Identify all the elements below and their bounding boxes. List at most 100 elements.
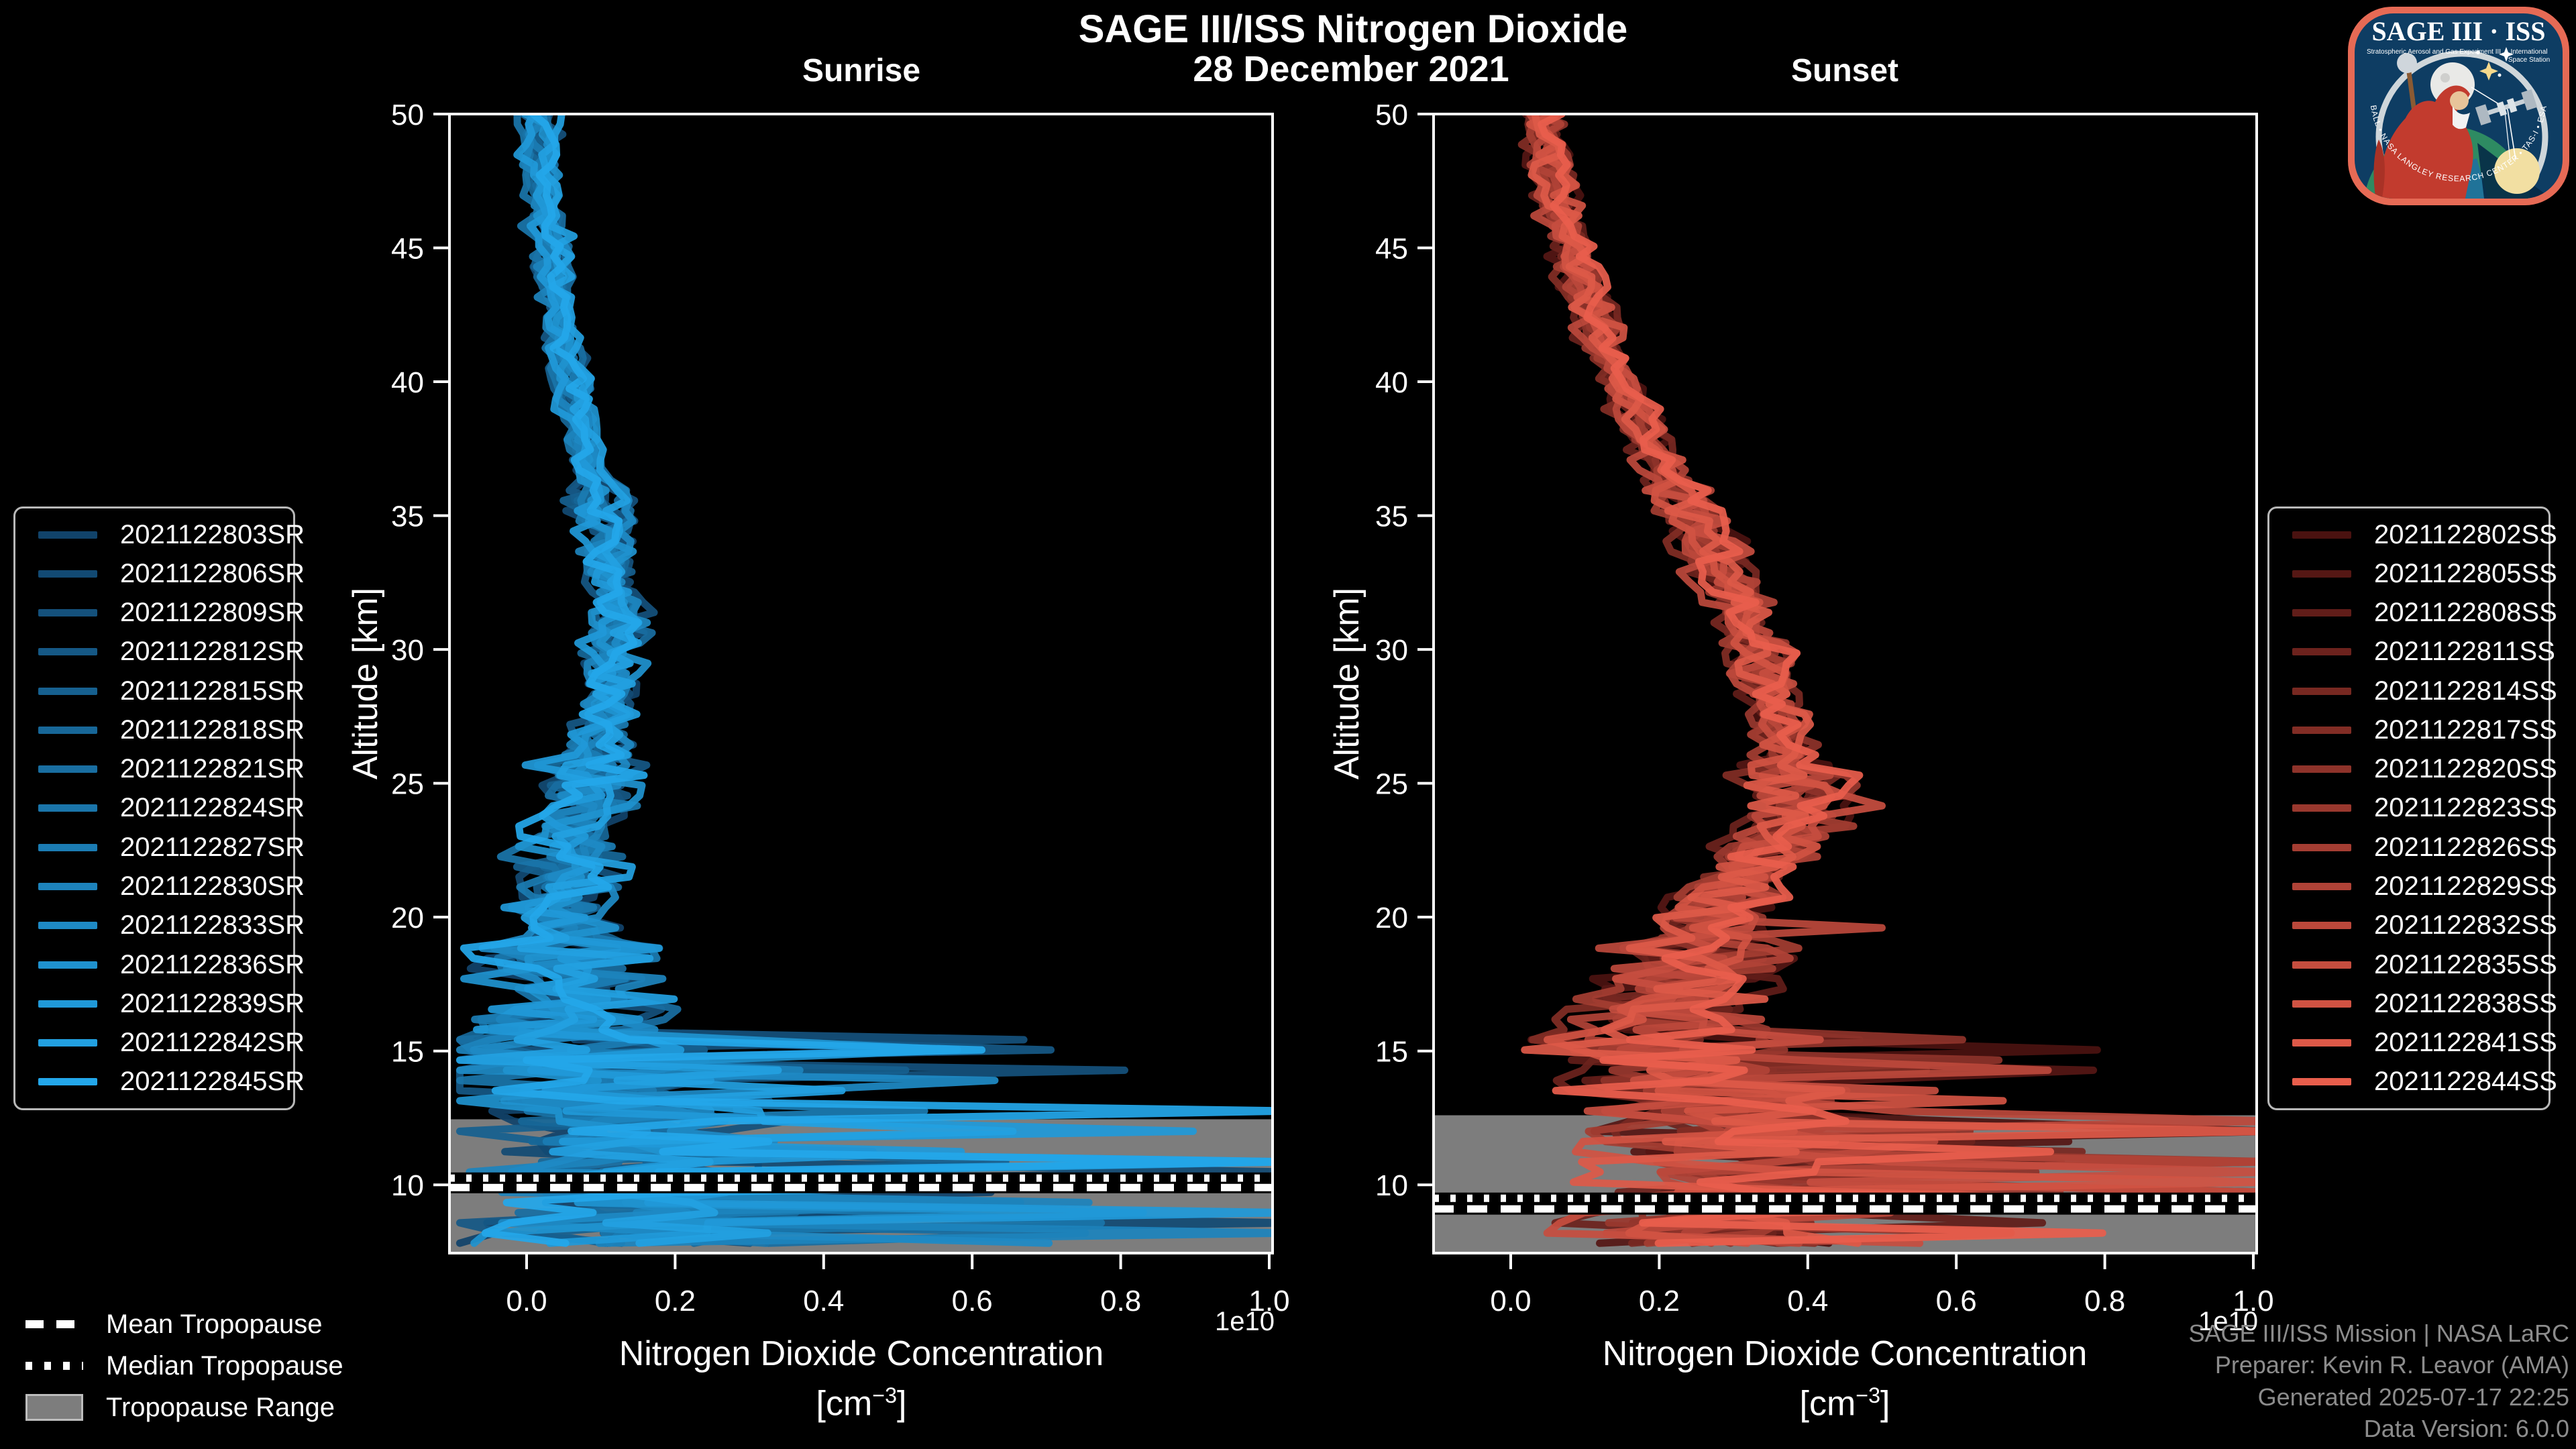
y-tick-label: 50 [1375, 99, 1408, 131]
axes-frame [448, 113, 1274, 1254]
y-tick-label: 35 [391, 500, 424, 533]
unit-exponent: −3 [1856, 1383, 1881, 1407]
x-tick-label: 0.4 [1787, 1285, 1828, 1318]
legend-entry: 2021122803SR [15, 520, 305, 550]
mean-tropopause-label: Mean Tropopause [106, 1309, 323, 1339]
x-tick-label: 1.0 [1248, 1285, 1289, 1318]
y-tick-label: 10 [391, 1169, 424, 1202]
legend-entry-label: 2021122815SR [120, 676, 305, 706]
legend-line-swatch [38, 1039, 97, 1047]
legend-line-swatch [2292, 883, 2351, 891]
legend-entry-label: 2021122836SR [120, 949, 305, 979]
legend-entry-label: 2021122823SS [2374, 793, 2557, 823]
legend-entry: 2021122829SS [2269, 871, 2557, 902]
legend-entry: 2021122826SS [2269, 833, 2557, 863]
y-tick-label: 45 [1375, 233, 1408, 266]
axes-frame [1432, 113, 2258, 1254]
x-tick-label: 0.4 [803, 1285, 844, 1318]
legend-entry: 2021122805SS [2269, 559, 2557, 589]
profile-line [455, 114, 1017, 1247]
y-tick-label: 10 [1375, 1169, 1408, 1202]
legend-line-swatch [2292, 804, 2351, 812]
legend-entry-label: 2021122824SR [120, 793, 305, 823]
legend-entry-label: 2021122844SS [2374, 1067, 2557, 1097]
unit-close: ] [1880, 1384, 1890, 1424]
legend-entry: 2021122824SR [15, 793, 305, 823]
x-tick-label: 0.8 [2084, 1285, 2125, 1318]
x-tick-label: 0.2 [655, 1285, 696, 1318]
legend-entry: 2021122814SS [2269, 676, 2557, 706]
legend-entry-label: 2021122803SR [120, 519, 305, 549]
median-tropopause-label: Median Tropopause [106, 1350, 343, 1381]
legend-line-swatch [38, 804, 97, 812]
x-tick-label: 0.6 [1936, 1285, 1977, 1318]
legend-line-swatch [2292, 687, 2351, 695]
legend-entry-label: 2021122833SR [120, 910, 305, 941]
y-tick-label: 45 [391, 233, 424, 266]
legend-line-swatch [38, 961, 97, 969]
dotted-line-swatch [25, 1362, 83, 1370]
unit-close: ] [897, 1384, 907, 1424]
sage-iii-iss-mission-patch: SAGE III · ISS Stratospheric Aerosol and… [2348, 7, 2569, 205]
y-tick-label: 40 [1375, 366, 1408, 399]
legend-entry-label: 2021122808SS [2374, 598, 2557, 628]
y-tick-label: 20 [1375, 902, 1408, 934]
sight-line-sun-2 [2504, 111, 2511, 162]
star-dot [2498, 73, 2502, 77]
legend-line-swatch [38, 570, 97, 578]
legend-entry: 2021122842SR [15, 1028, 305, 1058]
tropopause-range-label: Tropopause Range [106, 1392, 335, 1422]
legend-entry-label: 2021122818SR [120, 714, 305, 745]
legend-entry-label: 2021122838SS [2374, 988, 2557, 1018]
legend-line-swatch [38, 843, 97, 851]
legend-row-median-tropopause: Median Tropopause [25, 1351, 343, 1381]
legend-row-tropopause-range: Tropopause Range [25, 1393, 343, 1422]
legend-entry-label: 2021122802SS [2374, 519, 2557, 549]
date-subtitle: 28 December 2021 [1193, 49, 1509, 89]
legend-line-swatch [38, 648, 97, 656]
legend-entry: 2021122808SS [2269, 598, 2557, 628]
legend-entry-label: 2021122841SS [2374, 1028, 2557, 1058]
patch-subtitle-iss-1: International [2510, 48, 2547, 56]
x-axis-unit-right: [cm−3] [1800, 1383, 1890, 1424]
legend-entry-label: 2021122839SR [120, 988, 305, 1018]
moon-crater [2440, 73, 2450, 83]
legend-line-swatch [2292, 570, 2351, 578]
legend-line-swatch [2292, 609, 2351, 617]
y-tick-label: 35 [1375, 500, 1408, 533]
legend-entry: 2021122802SS [2269, 520, 2557, 550]
legend-sunset: 2021122802SS 2021122805SS 2021122808SS 2021… [2267, 506, 2557, 1110]
legend-row-mean-tropopause: Mean Tropopause [25, 1309, 343, 1339]
panel-sunrise [449, 114, 1273, 1253]
legend-entry-label: 2021122811SS [2374, 637, 2555, 667]
attribution-block: SAGE III/ISS Mission | NASA LaRC Prepare… [2188, 1318, 2569, 1445]
legend-entry-label: 2021122842SR [120, 1028, 305, 1058]
legend-entry-label: 2021122835SS [2374, 949, 2557, 979]
legend-entry: 2021122835SS [2269, 950, 2557, 980]
legend-entry: 2021122844SS [2269, 1067, 2557, 1097]
legend-entry-label: 2021122829SS [2374, 871, 2557, 902]
legend-entry: 2021122820SS [2269, 754, 2557, 784]
unit-exponent: −3 [872, 1383, 898, 1407]
legend-entry: 2021122830SR [15, 871, 305, 902]
legend-line-swatch [38, 531, 97, 539]
legend-entry-label: 2021122826SS [2374, 832, 2557, 862]
sight-line-sun [2507, 109, 2516, 160]
orbit-ring [2375, 50, 2548, 199]
profile-line [1538, 114, 2257, 1247]
unit-open: [cm [1799, 1384, 1856, 1424]
legend-line-swatch [2292, 531, 2351, 539]
legend-line-swatch [2292, 726, 2351, 734]
legend-entry: 2021122839SR [15, 989, 305, 1019]
attribution-version: Data Version: 6.0.0 [2363, 1415, 2569, 1443]
x-axis-unit-left: [cm−3] [816, 1383, 907, 1424]
star [2499, 47, 2514, 62]
y-tick-label: 25 [1375, 768, 1408, 801]
legend-entry: 2021122815SR [15, 676, 305, 706]
legend-entry-label: 2021122809SR [120, 598, 305, 628]
tropopause-legend: Mean Tropopause Median Tropopause Tropop… [25, 1309, 343, 1422]
x-axis-label-left: Nitrogen Dioxide Concentration [619, 1334, 1104, 1373]
panel-sunset [1434, 114, 2257, 1253]
legend-line-swatch [2292, 648, 2351, 656]
